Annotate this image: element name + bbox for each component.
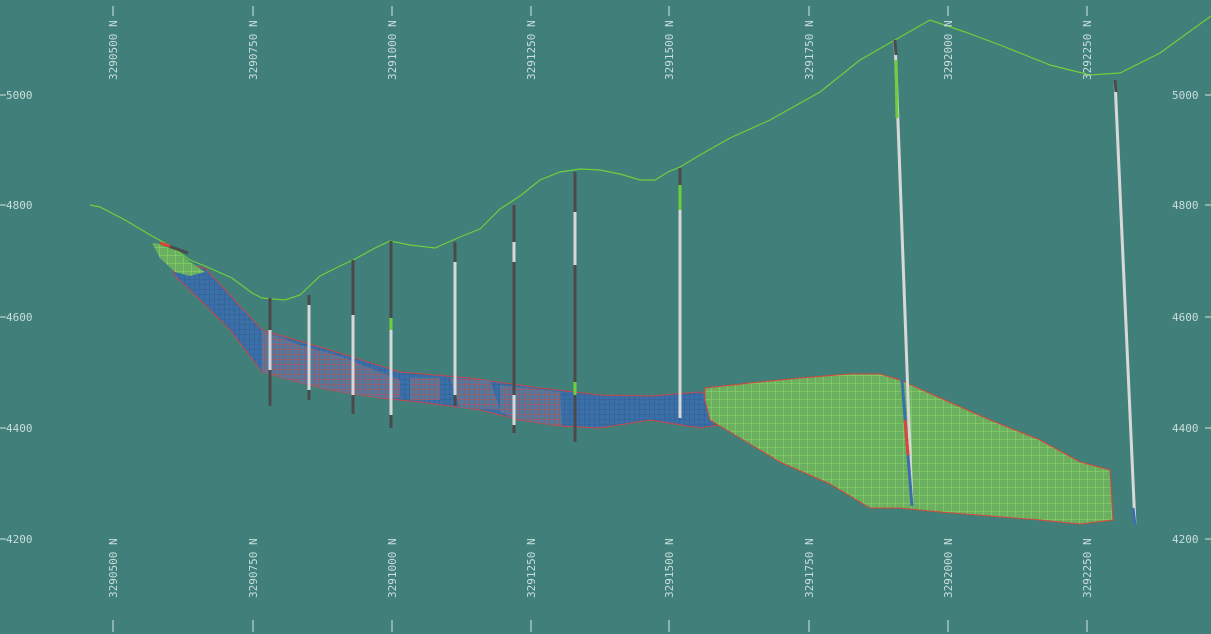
northing-label: 3290750 N [247,20,260,80]
northing-label: 3291000 N [386,538,399,598]
northing-label: 3292250 N [1081,20,1094,80]
drillhole[interactable] [1113,79,1137,526]
northing-label: 3290750 N [247,538,260,598]
drillhole[interactable] [893,39,914,507]
elevation-label: 5000 [1172,89,1199,102]
elevation-label: 4400 [6,422,33,435]
elevation-label: 5000 [6,89,33,102]
ore-zone-red-3 [450,378,500,410]
elevation-labels-right: 5000 4800 4600 4400 4200 [1172,89,1199,546]
northing-label: 3290500 N [107,20,120,80]
ore-zone-green-west [152,243,205,276]
elevation-label: 4200 [6,533,33,546]
northing-labels-top: 3290500 N 3290750 N 3291000 N 3291250 N … [107,20,1094,80]
northing-label: 3292000 N [942,20,955,80]
elevation-label: 4200 [1172,533,1199,546]
bottom-ticks [112,620,1088,632]
elevation-labels-left: 5000 4800 4600 4400 4200 [6,89,33,546]
northing-label: 3291750 N [803,20,816,80]
northing-label: 3290500 N [107,538,120,598]
northing-label: 3291250 N [525,20,538,80]
northing-label: 3291500 N [663,20,676,80]
northing-label: 3291750 N [803,538,816,598]
northing-labels-bottom: 3290500 N 3290750 N 3291000 N 3291250 N … [107,538,1094,598]
drillhole[interactable] [159,241,189,255]
northing-label: 3291250 N [525,538,538,598]
elevation-label: 4600 [1172,311,1199,324]
northing-label: 3291000 N [386,20,399,80]
topography-line [89,15,1211,301]
northing-label: 3292000 N [942,538,955,598]
ore-zone-blue [169,261,719,429]
ore-zone-red-2 [410,378,440,400]
elevation-label: 4800 [1172,199,1199,212]
ore-zone-red [262,330,400,398]
elevation-label: 4400 [1172,422,1199,435]
left-ticks [0,94,6,540]
elevation-label: 4800 [6,199,33,212]
right-ticks [1205,94,1211,540]
drillholes [159,39,1137,526]
ore-zone-red-4 [500,385,562,426]
elevation-label: 4600 [6,311,33,324]
top-ticks [112,6,1088,16]
northing-label: 3292250 N [1081,538,1094,598]
northing-label: 3291500 N [663,538,676,598]
